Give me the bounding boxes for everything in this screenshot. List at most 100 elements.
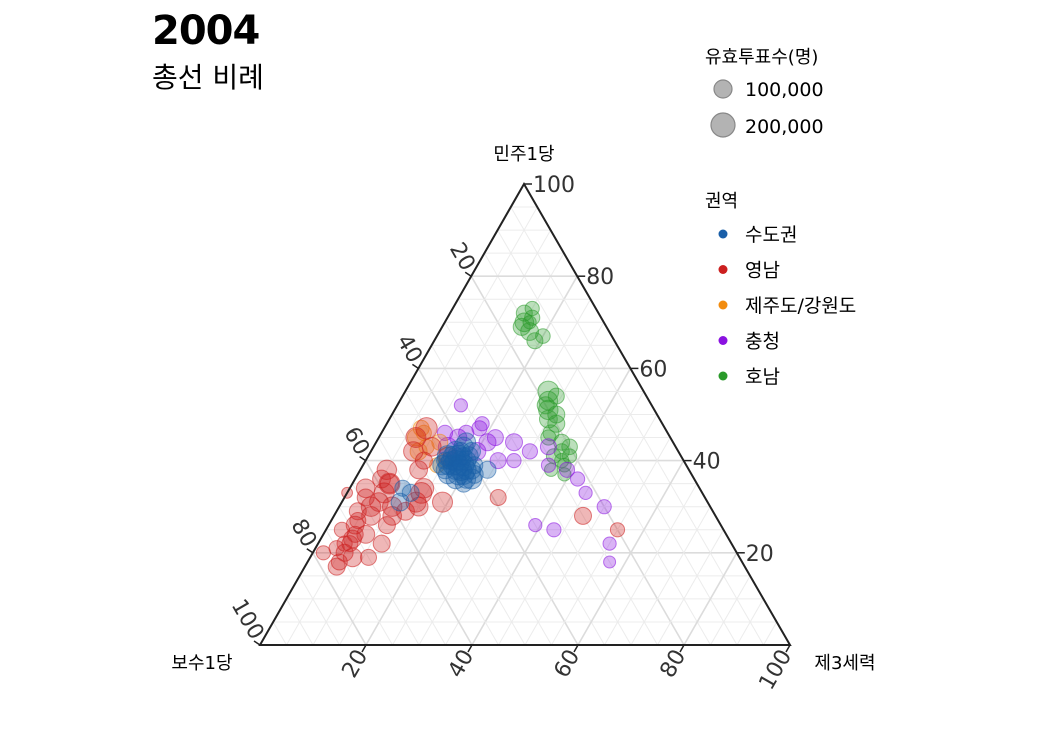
data-point [535,328,551,344]
data-point [394,479,412,497]
tick-mark [306,548,314,554]
tick-label-right-axis: 20 [338,646,374,683]
grid-line [604,483,698,646]
data-point [409,460,429,480]
grid-line [392,299,591,646]
data-point [570,471,586,487]
color-legend-label: 수도권 [745,224,797,246]
tick-label-top-axis: 80 [586,265,614,290]
data-point [422,437,442,457]
triangle-frame [258,181,792,646]
size-legend-title: 유효투표수(명) [705,47,818,68]
data-point [540,429,557,446]
grid-line [339,252,565,646]
tick-mark [253,640,261,646]
data-point [355,478,376,499]
right-axis-label: 제3세력 [814,653,875,674]
tick-mark [679,644,685,653]
data-point [356,525,376,544]
tick-mark [359,455,367,462]
tick-label-top-axis: 100 [533,173,575,198]
data-point [456,459,477,480]
data-point [356,488,375,507]
data-point [524,300,540,317]
data-point [379,473,400,494]
data-point [574,506,592,525]
data-point [453,398,468,413]
data-point [603,555,617,569]
grid-line [285,598,314,646]
grid-line [630,506,711,646]
color-legend-label: 호남 [745,366,780,388]
grid-line [524,414,658,646]
tick-label-top-axis: 60 [639,357,667,382]
color-legend-marker [718,265,728,274]
data-point [471,420,488,437]
chart-title: 2004 [152,8,260,54]
data-point [327,557,346,576]
grid-line [312,552,367,646]
grid-line [299,575,340,646]
grid-line [736,598,764,646]
grid-line [683,552,738,646]
data-point [474,416,490,432]
data-point [333,521,350,538]
data-point [602,536,617,551]
data-point [478,460,497,479]
tick-mark [785,644,791,653]
data-point [561,438,578,456]
data-point [403,441,424,462]
grid-line [445,345,618,646]
data-point [506,453,522,469]
data-point [544,462,559,477]
grid-line [272,621,287,646]
size-legend-marker-large [710,112,736,138]
data-point [547,414,566,433]
data-point [547,405,566,424]
data-points [315,300,626,576]
grid-line [351,483,446,646]
grid-line [364,460,473,646]
tick-label-top-axis: 20 [746,542,774,567]
tick-label-right-axis: 100 [755,646,798,695]
data-point [521,443,539,460]
top-axis-label: 민주1당 [493,144,554,165]
data-point [505,433,523,452]
data-point [526,332,544,350]
size-legend-label-large: 200,000 [745,116,824,138]
tick-mark [573,644,579,653]
grid-line [763,621,778,646]
grid-line [710,575,751,646]
grid-line [510,206,764,646]
triangle-outline [258,181,792,646]
data-point [562,448,578,464]
data-point [390,492,410,512]
data-point [539,438,557,456]
data-point [414,451,433,470]
data-point [436,424,454,441]
data-point [578,485,593,500]
tick-label-left-axis: 100 [226,595,269,644]
chart-subtitle: 총선 비례 [152,61,264,94]
data-point [553,433,571,451]
data-point [542,424,560,442]
data-point [336,535,353,552]
data-point [315,545,331,561]
grid-line [498,391,645,646]
tick-label-top-axis: 40 [693,450,721,475]
left-axis-label: 보수1당 [171,653,232,674]
color-legend-label: 영남 [745,260,780,282]
tick-mark [467,644,473,653]
grid-line [391,414,526,646]
size-legend-label-small: 100,000 [745,79,824,101]
data-point [372,534,391,553]
color-legend-marker [718,229,728,239]
data-point [522,315,537,330]
legend: 유효투표수(명) 100,000 200,000 권역 수도권영남제주도/강원도… [705,47,856,388]
grid-line [657,529,724,646]
data-point [540,457,557,473]
data-point [405,427,427,448]
tick-mark [464,271,472,277]
